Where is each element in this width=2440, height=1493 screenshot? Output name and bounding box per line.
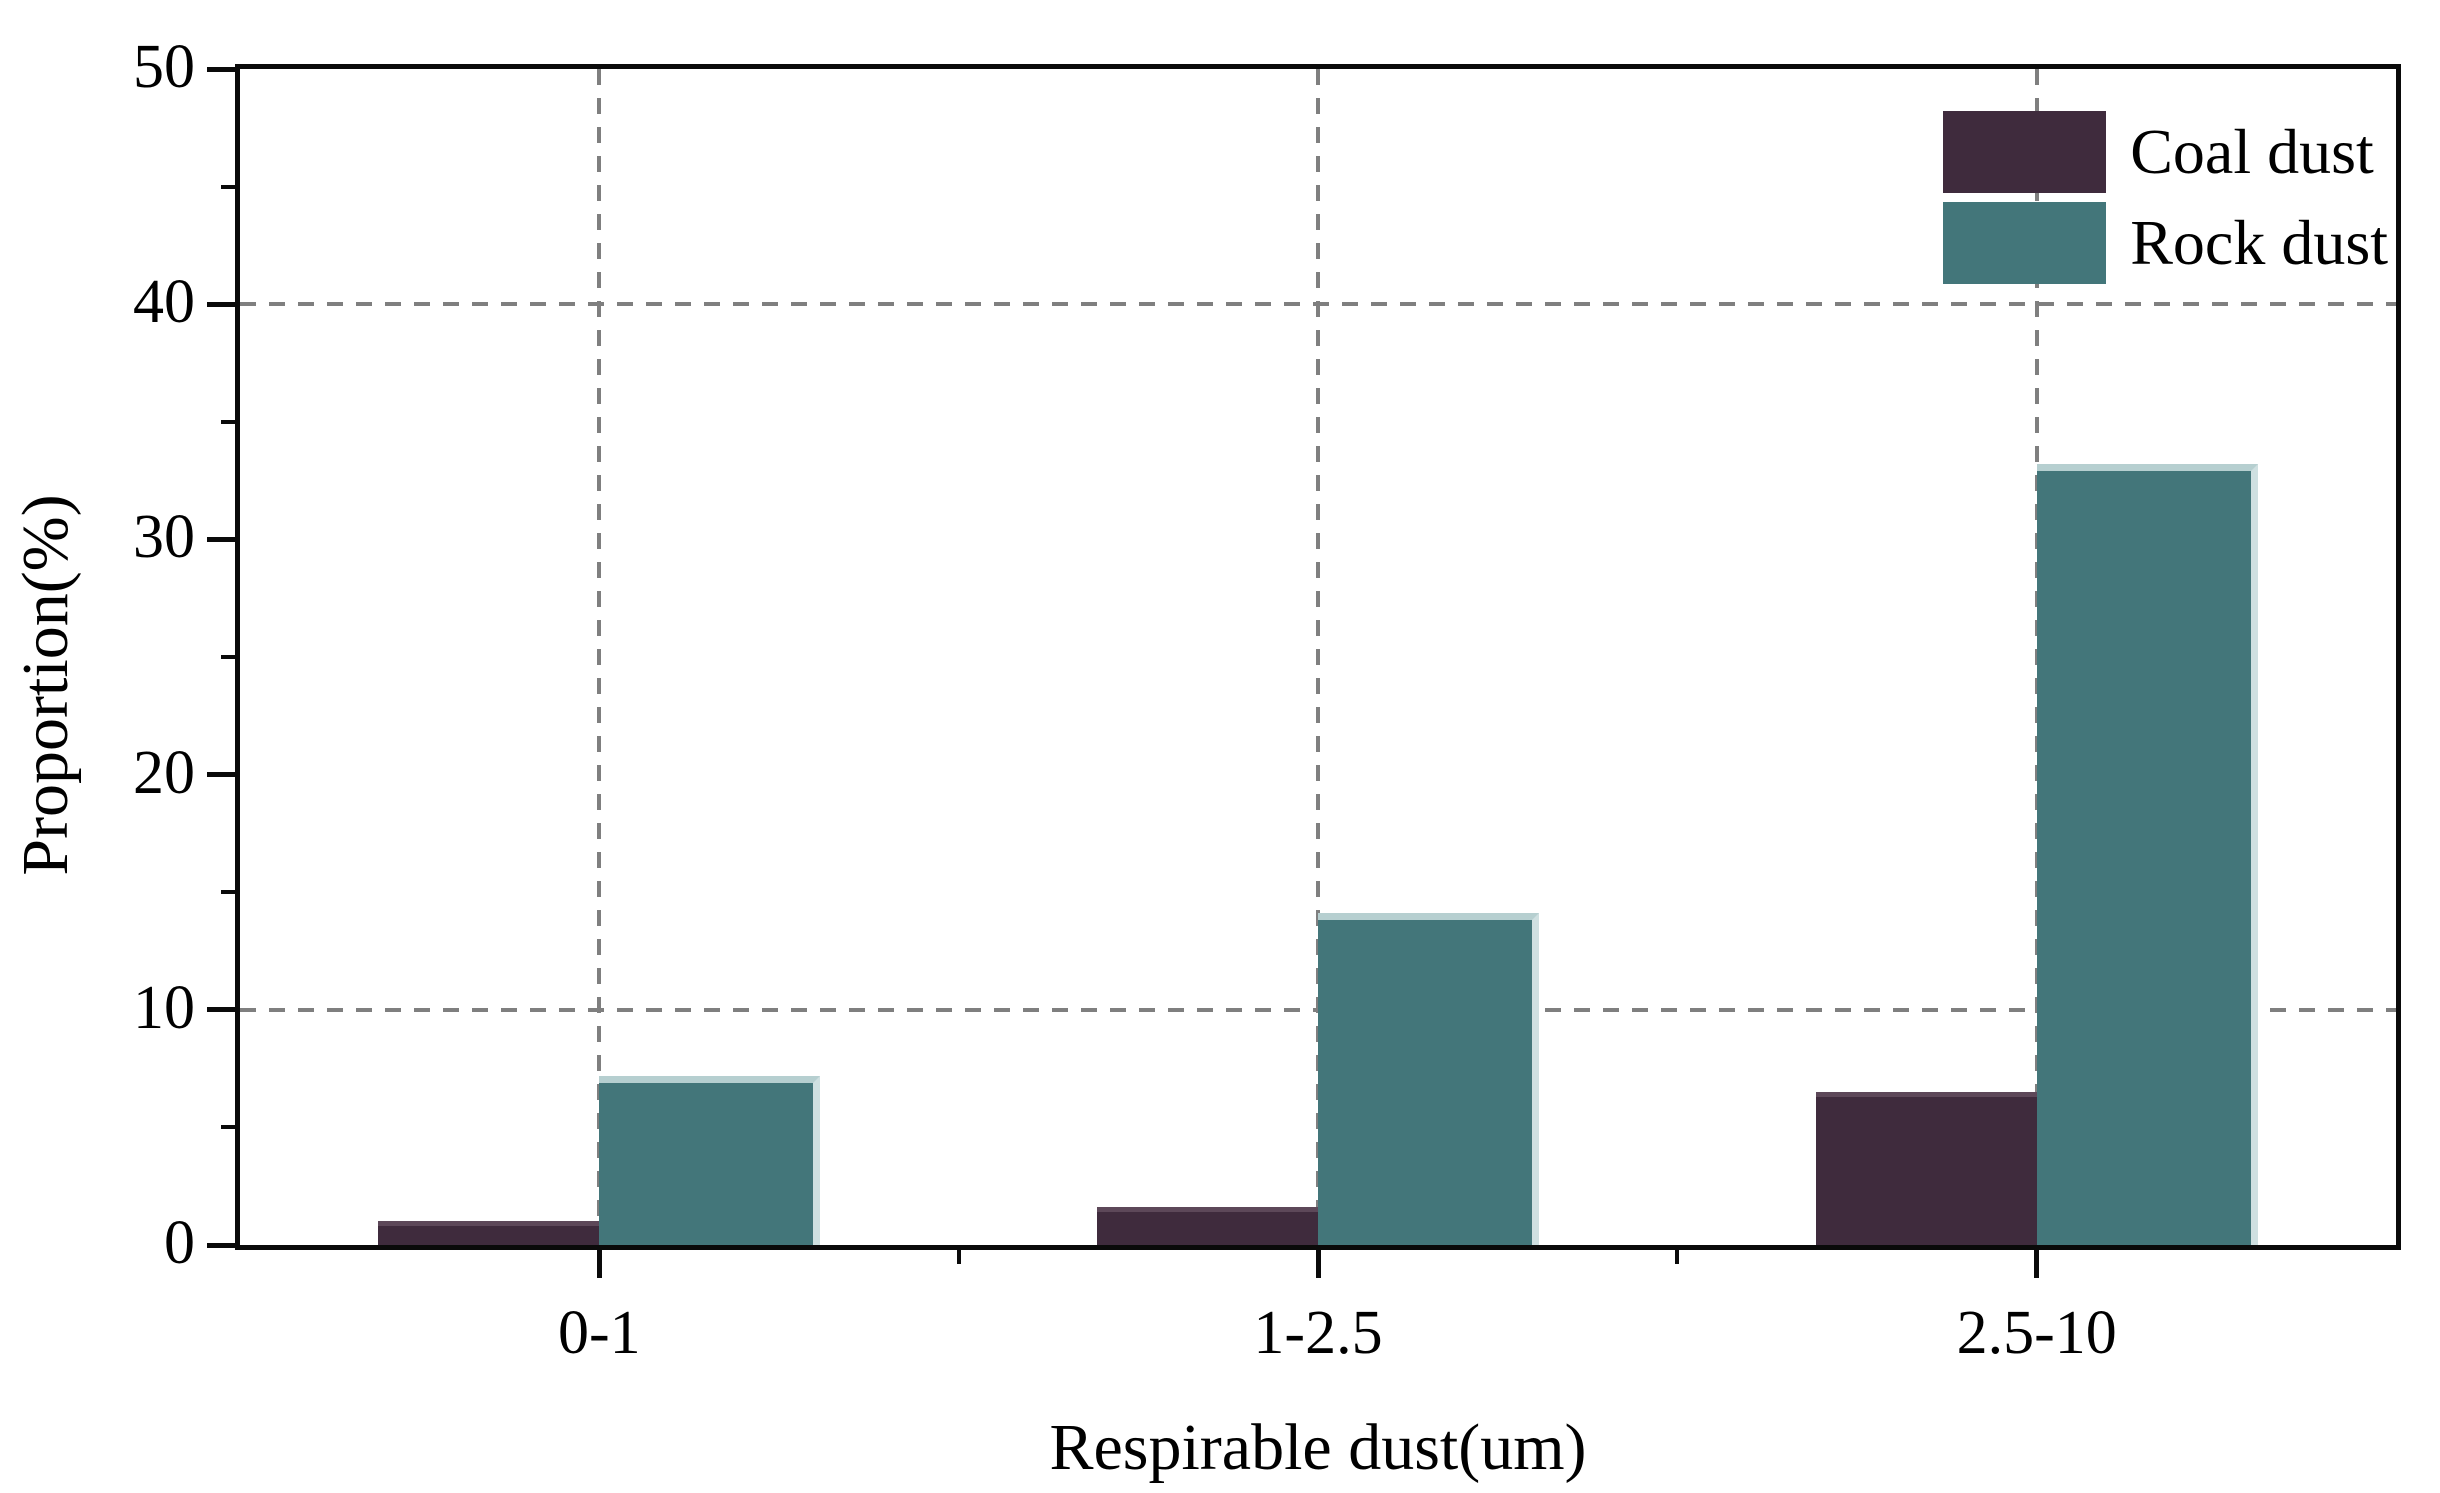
y-tick-50 (207, 66, 235, 72)
x-tick-0-1 (596, 1250, 602, 1278)
y-minor-tick-35 (221, 419, 235, 424)
x-tick-label-0-1: 0-1 (558, 1299, 641, 1367)
y-tick-40 (207, 301, 235, 307)
y-tick-20 (207, 772, 235, 778)
y-tick-label-30: 30 (133, 503, 195, 572)
y-axis-title: Proportion(%) (9, 494, 82, 876)
legend-label-coal-dust: Coal dust (2130, 116, 2374, 187)
legend-swatch-coal-dust (1943, 111, 2107, 193)
bar-rock-dust-1-2.5 (1318, 913, 1539, 1245)
y-tick-label-0: 0 (164, 1209, 195, 1277)
x-minor-tick-1 (956, 1250, 961, 1264)
bar-coal-dust-2.5-10 (1815, 1092, 2037, 1245)
legend-label-rock-dust: Rock dust (2130, 207, 2388, 278)
y-minor-tick-25 (221, 655, 235, 659)
v-gridline-0-1 (597, 69, 602, 1245)
bar-rock-dust-2.5-10 (2036, 464, 2258, 1245)
legend-swatch-rock-dust (1943, 202, 2107, 284)
y-tick-label-40: 40 (133, 268, 195, 337)
y-tick-30 (207, 536, 235, 542)
y-tick-label-20: 20 (133, 738, 195, 807)
y-tick-label-50: 50 (133, 33, 195, 101)
x-tick-label-2.5-10: 2.5-10 (1956, 1299, 2117, 1367)
y-minor-tick-15 (221, 890, 235, 895)
x-tick-1-2.5 (1315, 1250, 1321, 1278)
x-minor-tick-2 (1675, 1250, 1680, 1264)
v-gridline-1-2.5 (1316, 69, 1320, 1245)
legend-item-coal-dust: Coal dust (1943, 111, 2388, 193)
y-tick-label-10: 10 (133, 973, 195, 1042)
y-minor-tick-45 (221, 184, 235, 189)
y-tick-10 (207, 1007, 235, 1013)
bar-coal-dust-0-1 (378, 1221, 600, 1245)
x-tick-label-1-2.5: 1-2.5 (1253, 1299, 1383, 1367)
bar-rock-dust-0-1 (599, 1075, 821, 1245)
x-tick-2.5-10 (2034, 1250, 2040, 1278)
y-tick-0 (207, 1242, 235, 1248)
legend: Coal dust Rock dust (1943, 111, 2388, 284)
y-minor-tick-5 (221, 1125, 235, 1130)
legend-item-rock-dust: Rock dust (1943, 202, 2388, 284)
bar-coal-dust-1-2.5 (1097, 1207, 1318, 1245)
plot-area: Coal dust Rock dust (235, 64, 2401, 1250)
x-axis-title: Respirable dust(um) (1049, 1411, 1587, 1484)
